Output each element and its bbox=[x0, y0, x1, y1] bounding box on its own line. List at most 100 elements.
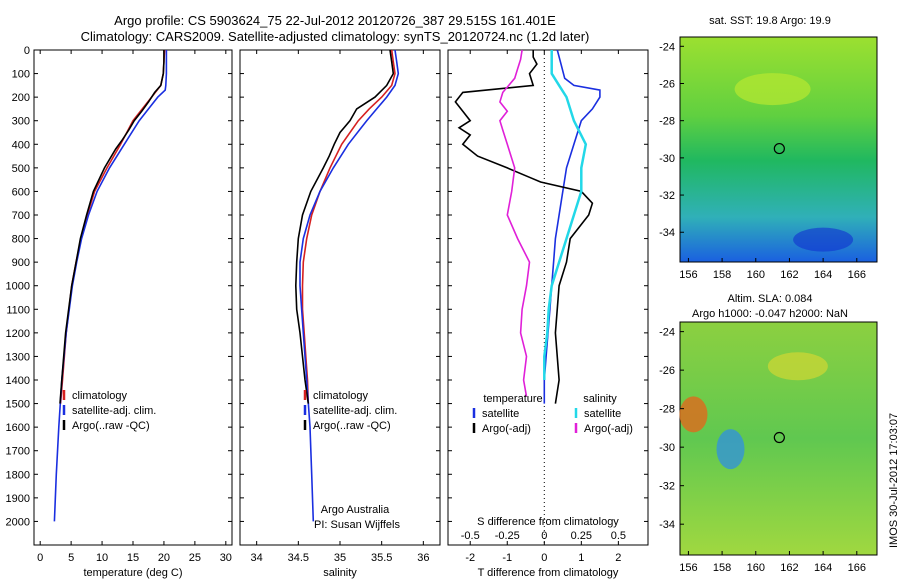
x-tick-label: 10 bbox=[96, 552, 108, 564]
x-tick-label: 0 bbox=[541, 552, 547, 564]
series-line-salinity bbox=[294, 49, 395, 404]
map-y-tick-label: -26 bbox=[659, 78, 675, 90]
y-tick-label: 100 bbox=[12, 69, 30, 81]
legend-label: satellite-adj. clim. bbox=[313, 405, 397, 417]
map-title-sla-2: Argo h1000: -0.047 h2000: NaN bbox=[692, 308, 848, 320]
y-tick-label: 1300 bbox=[6, 351, 30, 363]
legend-label: Argo(..raw -QC) bbox=[72, 420, 150, 432]
x-tick-label: 2 bbox=[615, 552, 621, 564]
map-y-tick-label: -24 bbox=[659, 41, 675, 53]
map-x-tick-label: 158 bbox=[713, 562, 731, 574]
legend-label: Argo(-adj) bbox=[482, 423, 531, 435]
y-tick-label: 1700 bbox=[6, 446, 30, 458]
y-tick-label: 600 bbox=[12, 186, 30, 198]
sst-warm-patch bbox=[734, 73, 811, 106]
timestamp-stamp: IMOS 30-Jul-2012 17:03:07 bbox=[888, 412, 900, 548]
map-x-tick-label: 164 bbox=[814, 562, 832, 574]
x-tick-label: 0 bbox=[37, 552, 43, 564]
attribution-line1: Argo Australia bbox=[321, 504, 390, 516]
legend-title: salinity bbox=[583, 393, 617, 405]
x-tick-label-salinity: -0.5 bbox=[461, 530, 480, 542]
x-tick-label: 30 bbox=[220, 552, 232, 564]
legend-label: Argo(-adj) bbox=[584, 423, 633, 435]
x-tick-label: 1 bbox=[578, 552, 584, 564]
y-tick-label: 1200 bbox=[6, 328, 30, 340]
plot-frame-difference bbox=[447, 49, 649, 546]
x-tick-label-salinity: -0.25 bbox=[495, 530, 520, 542]
y-tick-label: 1000 bbox=[6, 281, 30, 293]
y-tick-label: 400 bbox=[12, 139, 30, 151]
figure-title-line2: Climatology: CARS2009. Satellite-adjuste… bbox=[80, 29, 590, 44]
legend-title: temperature bbox=[483, 393, 542, 405]
x-tick-label: 5 bbox=[68, 552, 74, 564]
x-tick-label: 20 bbox=[158, 552, 170, 564]
y-tick-label: 900 bbox=[12, 257, 30, 269]
map-title-sst: sat. SST: 19.8 Argo: 19.9 bbox=[709, 15, 831, 27]
sla-yellow-patch bbox=[767, 352, 828, 381]
y-tick-label: 800 bbox=[12, 234, 30, 246]
series-line-difference bbox=[543, 50, 588, 380]
x-tick-label: 15 bbox=[127, 552, 139, 564]
sst-cold-patch bbox=[793, 227, 854, 252]
x-tick-label: 34 bbox=[251, 552, 263, 564]
y-tick-label: 1100 bbox=[6, 304, 30, 316]
map-x-tick-label: 162 bbox=[780, 562, 798, 574]
map-y-tick-label: -32 bbox=[659, 190, 675, 202]
x-tick-label: -1 bbox=[502, 552, 512, 564]
map-x-tick-label: 160 bbox=[747, 562, 765, 574]
y-tick-label: 2000 bbox=[6, 516, 30, 528]
plot-frame-salinity bbox=[239, 49, 441, 546]
y-tick-label: 1400 bbox=[6, 375, 30, 387]
x-tick-label: 35.5 bbox=[371, 552, 392, 564]
x-axis-label: T difference from climatology bbox=[478, 567, 619, 579]
series-line-difference bbox=[454, 50, 594, 404]
plot-frame-temperature bbox=[33, 49, 233, 546]
map-x-tick-label: 156 bbox=[679, 269, 697, 281]
x-tick-label: 25 bbox=[189, 552, 201, 564]
map-x-tick-label: 156 bbox=[679, 562, 697, 574]
x-axis-label: salinity bbox=[323, 567, 357, 579]
float-position-marker bbox=[773, 431, 785, 444]
y-tick-label: 1600 bbox=[6, 422, 30, 434]
y-tick-label: 300 bbox=[12, 116, 30, 128]
x-tick-label: 36 bbox=[417, 552, 429, 564]
legend-label: climatology bbox=[313, 390, 369, 402]
x-tick-label-salinity: 0.5 bbox=[611, 530, 626, 542]
y-tick-label: 200 bbox=[12, 92, 30, 104]
map-y-tick-label: -26 bbox=[659, 365, 675, 377]
legend-label: satellite-adj. clim. bbox=[72, 405, 156, 417]
y-tick-label: 0 bbox=[24, 45, 30, 57]
map-y-tick-label: -28 bbox=[659, 116, 675, 128]
map-y-tick-label: -34 bbox=[659, 227, 675, 239]
y-tick-label: 1800 bbox=[6, 469, 30, 481]
x-axis-label: temperature (deg C) bbox=[83, 567, 182, 579]
legend-label: satellite bbox=[584, 408, 621, 420]
map-y-tick-label: -30 bbox=[659, 442, 675, 454]
series-line-temperature bbox=[59, 50, 165, 404]
y-tick-label: 700 bbox=[12, 210, 30, 222]
series-line-difference bbox=[499, 49, 531, 397]
map-field-sst_map bbox=[679, 36, 878, 263]
x-tick-label: 35 bbox=[334, 552, 346, 564]
map-y-tick-label: -24 bbox=[659, 327, 675, 339]
map-x-tick-label: 166 bbox=[848, 562, 866, 574]
x-tick-label: -2 bbox=[465, 552, 475, 564]
map-y-tick-label: -32 bbox=[659, 481, 675, 493]
figure-title-line1: Argo profile: CS 5903624_75 22-Jul-2012 … bbox=[114, 13, 556, 28]
x-tick-label-salinity: 0 bbox=[541, 530, 547, 542]
legend-label: Argo(..raw -QC) bbox=[313, 420, 391, 432]
map-x-tick-label: 162 bbox=[780, 269, 798, 281]
float-position-marker bbox=[773, 142, 785, 155]
map-x-tick-label: 164 bbox=[814, 269, 832, 281]
x-tick-label-salinity: 0.25 bbox=[571, 530, 592, 542]
map-y-tick-label: -34 bbox=[659, 519, 675, 531]
sla-low-patch bbox=[716, 429, 745, 470]
legend-label: climatology bbox=[72, 390, 128, 402]
map-y-tick-label: -30 bbox=[659, 153, 675, 165]
map-x-tick-label: 158 bbox=[713, 269, 731, 281]
map-x-tick-label: 160 bbox=[747, 269, 765, 281]
map-x-tick-label: 166 bbox=[848, 269, 866, 281]
sla-high-patch bbox=[679, 396, 708, 433]
map-y-tick-label: -28 bbox=[659, 404, 675, 416]
